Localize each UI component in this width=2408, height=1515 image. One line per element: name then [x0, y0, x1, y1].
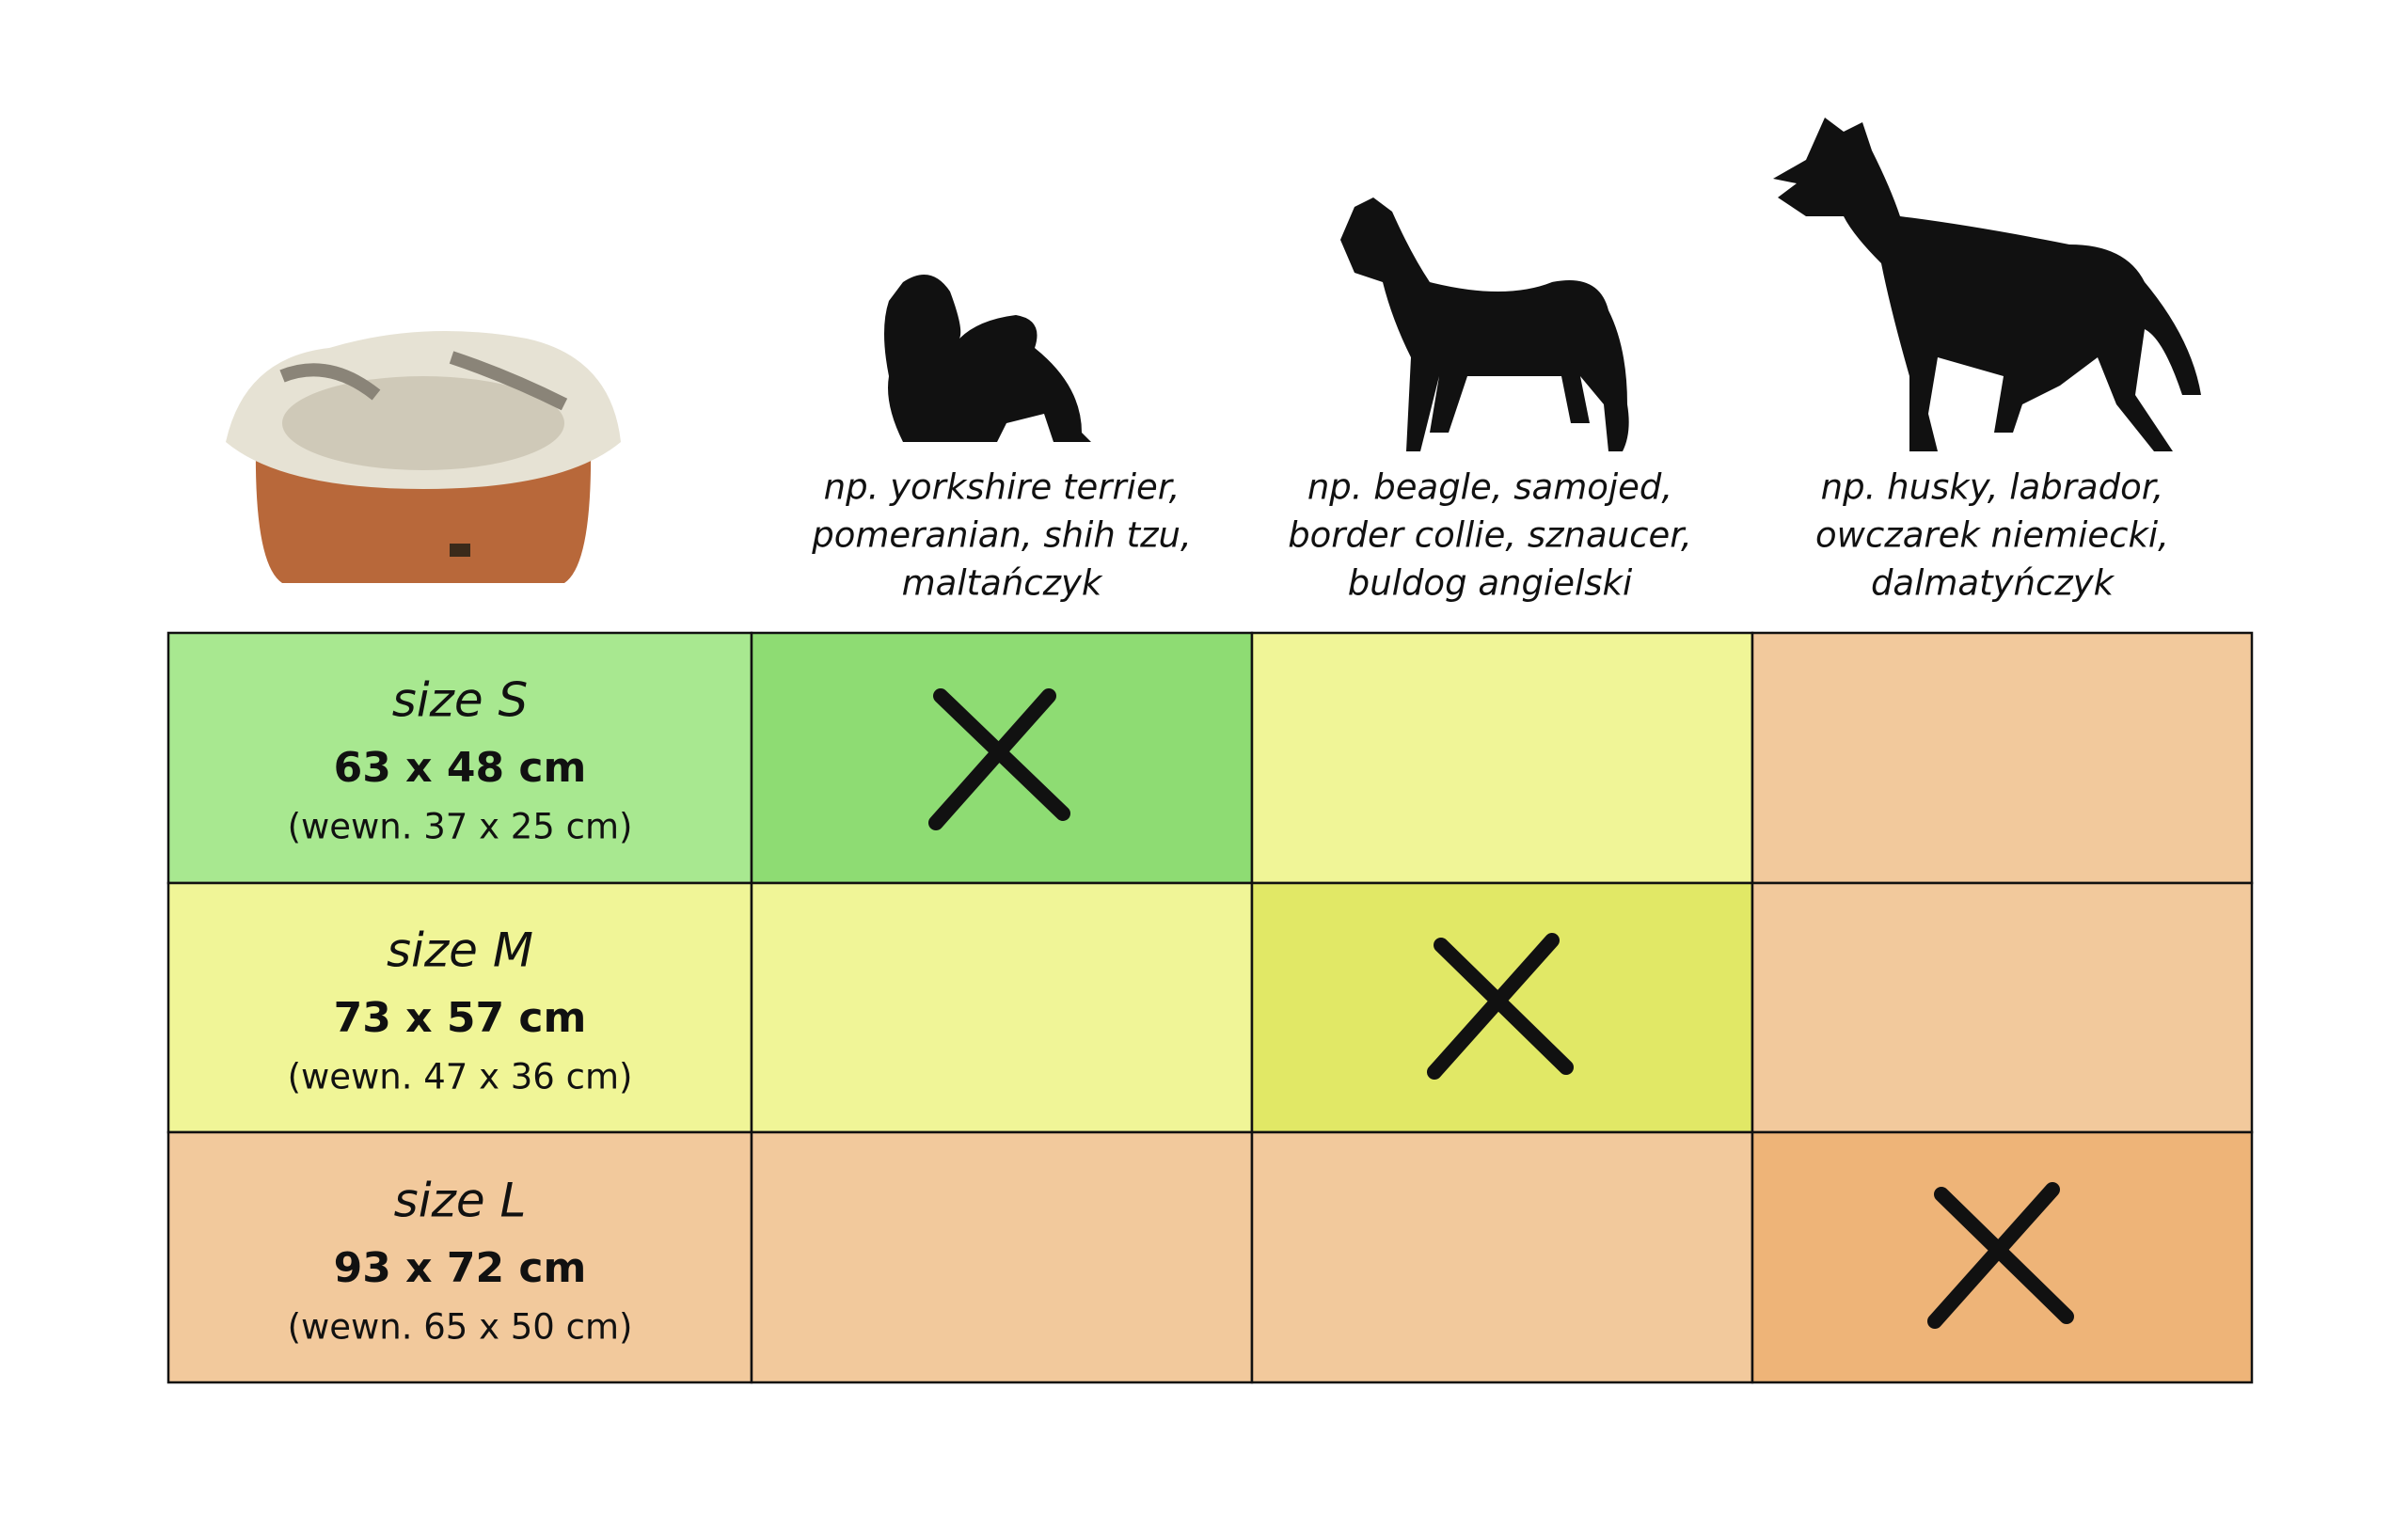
- cell: [166, 1130, 753, 1384]
- caption-line: dalmatyńczyk: [1871, 563, 2115, 604]
- caption-line: buldog angielski: [1348, 563, 1633, 604]
- caption-line: owczarek niemiecki,: [1815, 515, 2169, 556]
- size-inner: (wewn. 65 x 50 cm): [288, 1307, 633, 1348]
- caption-line: pomeranian, shih tzu,: [811, 515, 1192, 556]
- caption-line: np. yorkshire terrier,: [824, 467, 1180, 508]
- cell: [1751, 631, 2254, 885]
- caption-line: border collie, sznaucer,: [1288, 515, 1692, 556]
- caption-line: np. husky, labrador,: [1821, 467, 2164, 508]
- check-mark: [1427, 933, 1574, 1080]
- size-dims: 63 x 48 cm: [334, 744, 587, 792]
- check-mark: [928, 688, 1070, 830]
- size-inner: (wewn. 37 x 25 cm): [288, 807, 633, 847]
- size-dims: 73 x 57 cm: [334, 994, 587, 1042]
- cell: [1751, 881, 2254, 1134]
- cell: [1250, 631, 1754, 885]
- large-dog: [1773, 118, 2201, 451]
- medium-dog: [1340, 197, 1629, 451]
- size-dims: 93 x 72 cm: [334, 1244, 587, 1292]
- captions: np. yorkshire terrier, pomeranian, shih …: [811, 467, 2169, 604]
- cell: [750, 1130, 1254, 1384]
- caption-line: np. beagle, samojed,: [1307, 467, 1672, 508]
- size-inner: (wewn. 47 x 36 cm): [288, 1057, 633, 1097]
- small-dog: [884, 275, 1091, 442]
- size-name: size S: [392, 673, 529, 728]
- dog-bed: [226, 331, 621, 583]
- size-name: size L: [394, 1174, 527, 1228]
- cell: [1250, 1130, 1754, 1384]
- caption-line: maltańczyk: [902, 563, 1103, 604]
- check-mark: [1927, 1182, 2074, 1329]
- size-name: size M: [387, 923, 533, 978]
- cell: [750, 881, 1254, 1134]
